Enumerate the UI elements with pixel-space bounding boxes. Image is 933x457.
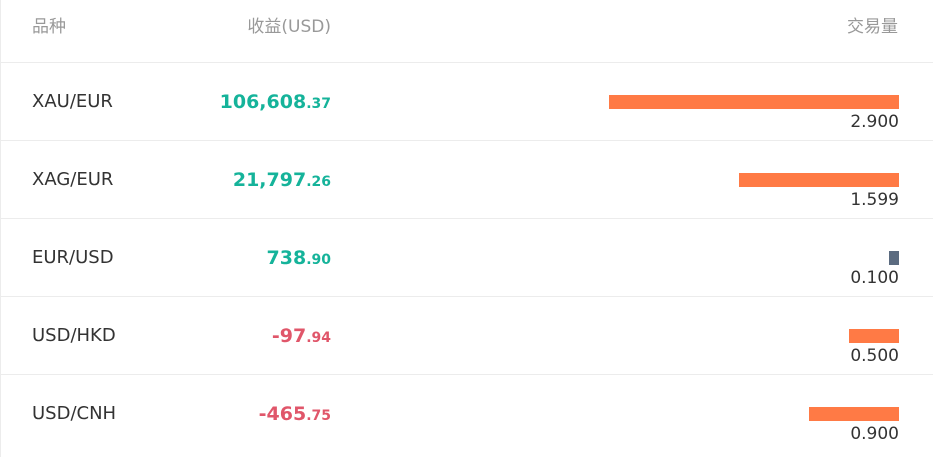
table-row: XAG/EUR 21,797.26 1.599 xyxy=(1,140,933,218)
table-row: USD/CNH -465.75 0.900 xyxy=(1,374,933,452)
volume-label: 1.599 xyxy=(850,190,899,210)
header-volume: 交易量 xyxy=(847,17,898,37)
profit: -465.75 xyxy=(259,403,331,425)
volume-bar xyxy=(609,95,899,109)
symbol: USD/CNH xyxy=(32,403,117,424)
profit: -97.94 xyxy=(272,325,331,347)
profit-integer: 106,608 xyxy=(219,91,307,113)
table-row: USD/HKD -97.94 0.500 xyxy=(1,296,933,374)
volume-bar xyxy=(809,407,899,421)
table-row: XAU/EUR 106,608.37 2.900 xyxy=(1,62,933,140)
volume-bar xyxy=(739,173,899,187)
symbol: XAU/EUR xyxy=(32,91,113,112)
volume-label: 0.100 xyxy=(850,268,899,288)
volume-label: 0.900 xyxy=(850,424,899,444)
volume-bar xyxy=(849,329,899,343)
header-symbol: 品种 xyxy=(32,17,66,37)
table-row: EUR/USD 738.90 0.100 xyxy=(1,218,933,296)
profit: 106,608.37 xyxy=(220,91,331,113)
profit-fraction: .90 xyxy=(306,252,331,268)
volume-bar xyxy=(889,251,899,265)
profit-fraction: .37 xyxy=(306,96,331,112)
profit-integer: 21,797 xyxy=(232,169,307,191)
profit-fraction: .75 xyxy=(306,408,331,424)
symbol: USD/HKD xyxy=(32,325,116,346)
header-profit: 收益(USD) xyxy=(247,17,331,37)
profit-fraction: .26 xyxy=(306,174,331,190)
profit-integer: 738 xyxy=(266,247,307,269)
volume-label: 2.900 xyxy=(850,112,899,132)
profit-fraction: .94 xyxy=(306,330,331,346)
symbol: XAG/EUR xyxy=(32,169,114,190)
profit: 738.90 xyxy=(267,247,331,269)
symbol: EUR/USD xyxy=(32,247,114,268)
profit: 21,797.26 xyxy=(233,169,331,191)
profit-integer: -97 xyxy=(271,325,307,347)
volume-label: 0.500 xyxy=(850,346,899,366)
profit-integer: -465 xyxy=(258,403,307,425)
